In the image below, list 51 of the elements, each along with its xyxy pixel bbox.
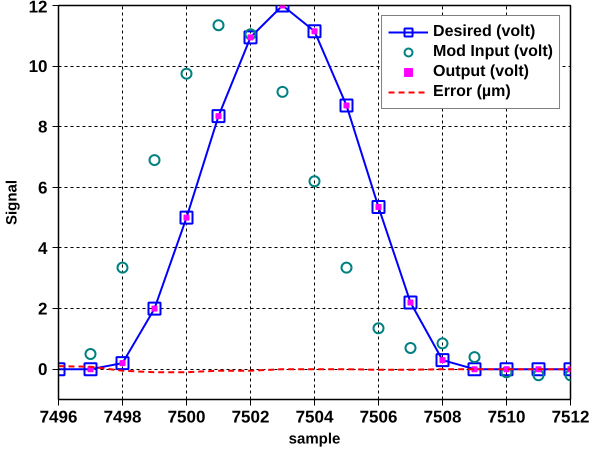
- legend-label: Error (µm): [433, 83, 511, 101]
- x-tick-label: 7512: [552, 408, 590, 426]
- point: [500, 362, 514, 376]
- point: [212, 109, 226, 124]
- point: [340, 98, 354, 113]
- x-tick-label: 7496: [40, 408, 78, 426]
- x-tick-label: 7506: [360, 408, 398, 426]
- point: [500, 366, 512, 378]
- x-tick-label: 7502: [232, 408, 270, 426]
- point: [436, 353, 450, 368]
- legend-label: Desired (volt): [433, 23, 536, 41]
- x-tick-label: 7498: [104, 408, 142, 426]
- y-tick-label: 10: [28, 57, 48, 76]
- y-tick-label: 4: [38, 238, 48, 258]
- point: [244, 30, 258, 44]
- x-tick-label: 7504: [296, 408, 334, 426]
- legend-label: Mod Input (volt): [433, 43, 553, 61]
- point: [116, 262, 128, 274]
- point: [404, 342, 416, 354]
- point: [212, 19, 224, 32]
- x-tick-label: 7508: [424, 408, 462, 426]
- point: [468, 351, 480, 364]
- point: [244, 28, 256, 40]
- point: [372, 200, 386, 214]
- point: [532, 369, 544, 382]
- point: [340, 262, 352, 274]
- point: [116, 356, 130, 370]
- point: [436, 337, 448, 350]
- point: [84, 362, 98, 376]
- point: [308, 175, 320, 188]
- y-tick-label: 8: [38, 118, 48, 137]
- point: [468, 362, 482, 376]
- point: [308, 24, 322, 38]
- point: [404, 296, 418, 310]
- point: [148, 154, 160, 166]
- y-axis-title: Signal: [4, 180, 21, 226]
- point: [84, 348, 96, 360]
- point: [180, 210, 194, 225]
- x-tick-label: 7510: [488, 408, 526, 426]
- y-tick-label: 12: [28, 0, 48, 16]
- point: [532, 362, 546, 376]
- point: [372, 322, 384, 334]
- y-tick-label: 0: [38, 360, 48, 380]
- point: [148, 302, 162, 316]
- point: [276, 86, 288, 98]
- legend-label: Output (volt): [433, 63, 529, 81]
- y-tick-label: 2: [38, 300, 48, 319]
- y-tick-label: 6: [38, 178, 48, 198]
- x-tick-label: 7500: [168, 408, 206, 426]
- point: [180, 68, 192, 80]
- x-axis-title: sample: [288, 430, 340, 448]
